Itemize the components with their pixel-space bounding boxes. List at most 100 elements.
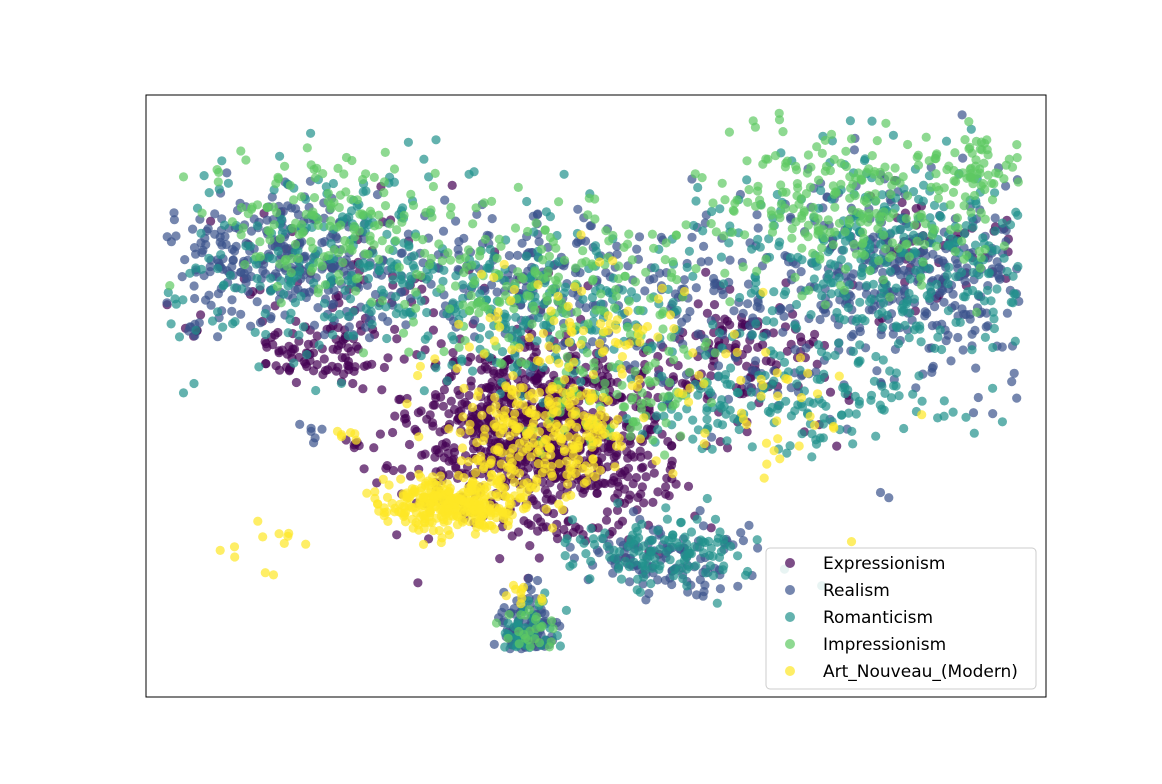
point-art-nouveau-modern <box>516 599 526 609</box>
point-art-nouveau-modern <box>684 397 694 407</box>
point-impressionism <box>313 288 323 298</box>
point-expressionism <box>438 401 448 411</box>
point-romanticism <box>878 355 888 365</box>
point-romanticism <box>319 312 329 322</box>
point-impressionism <box>657 309 668 319</box>
point-art-nouveau-modern <box>769 446 779 456</box>
point-art-nouveau-modern <box>396 474 406 484</box>
point-romanticism <box>990 226 1000 236</box>
point-impressionism <box>829 154 839 164</box>
point-romanticism <box>1006 297 1016 307</box>
point-realism <box>744 520 754 531</box>
point-impressionism <box>987 195 998 205</box>
point-romanticism <box>396 270 406 280</box>
point-romanticism <box>266 273 276 283</box>
point-romanticism <box>655 544 665 554</box>
point-romanticism <box>726 541 736 552</box>
point-romanticism <box>654 564 664 575</box>
point-art-nouveau-modern <box>268 570 279 580</box>
point-romanticism <box>522 251 532 261</box>
point-realism <box>169 208 179 218</box>
point-art-nouveau-modern <box>548 523 558 533</box>
point-impressionism <box>534 638 545 648</box>
point-realism <box>451 216 461 226</box>
point-impressionism <box>510 223 521 233</box>
point-romanticism <box>782 448 792 458</box>
point-romanticism <box>880 388 890 398</box>
point-art-nouveau-modern <box>445 511 455 521</box>
point-impressionism <box>950 148 960 158</box>
point-realism <box>778 327 788 337</box>
point-impressionism <box>430 168 440 178</box>
point-impressionism <box>307 210 317 220</box>
point-romanticism <box>319 298 330 308</box>
point-expressionism <box>400 414 410 424</box>
point-impressionism <box>904 252 914 262</box>
point-art-nouveau-modern <box>578 463 588 474</box>
point-romanticism <box>746 288 756 298</box>
point-impressionism <box>817 148 827 158</box>
point-expressionism <box>601 515 612 525</box>
point-realism <box>715 584 726 594</box>
point-realism <box>487 214 497 224</box>
point-impressionism <box>983 170 993 180</box>
point-impressionism <box>265 235 275 245</box>
point-expressionism <box>413 408 423 418</box>
point-realism <box>517 238 527 248</box>
point-expressionism <box>444 409 454 419</box>
point-expressionism <box>742 344 753 354</box>
point-realism <box>201 295 211 305</box>
point-impressionism <box>306 160 316 170</box>
point-impressionism <box>802 168 813 178</box>
point-art-nouveau-modern <box>487 476 497 486</box>
point-art-nouveau-modern <box>279 538 289 549</box>
point-romanticism <box>237 284 247 294</box>
point-impressionism <box>933 193 944 203</box>
point-impressionism <box>875 176 885 186</box>
point-art-nouveau-modern <box>540 410 550 421</box>
point-romanticism <box>646 579 656 589</box>
point-romanticism <box>935 325 945 335</box>
point-impressionism <box>869 169 879 179</box>
point-realism <box>634 232 645 242</box>
point-romanticism <box>989 314 999 324</box>
point-realism <box>971 363 981 373</box>
point-impressionism <box>374 210 384 220</box>
point-romanticism <box>422 307 432 318</box>
legend-marker-romanticism <box>785 612 795 622</box>
point-art-nouveau-modern <box>758 287 768 297</box>
point-art-nouveau-modern <box>427 517 437 527</box>
point-art-nouveau-modern <box>559 446 570 456</box>
point-romanticism <box>294 266 305 276</box>
point-romanticism <box>515 327 526 337</box>
point-impressionism <box>636 404 647 414</box>
point-impressionism <box>927 223 938 233</box>
point-realism <box>970 325 980 335</box>
point-impressionism <box>350 231 360 242</box>
point-expressionism <box>709 300 720 310</box>
point-realism <box>581 303 591 313</box>
point-romanticism <box>941 136 952 146</box>
point-expressionism <box>617 516 628 526</box>
point-expressionism <box>417 450 427 460</box>
point-art-nouveau-modern <box>551 344 562 354</box>
point-expressionism <box>447 180 457 190</box>
point-realism <box>1007 377 1017 387</box>
point-art-nouveau-modern <box>478 464 488 474</box>
point-romanticism <box>204 188 214 198</box>
point-romanticism <box>685 548 695 558</box>
legend-label-art-nouveau: Art_Nouveau_(Modern) <box>823 662 1018 682</box>
point-romanticism <box>399 238 409 248</box>
point-realism <box>533 209 543 219</box>
point-realism <box>957 110 967 120</box>
point-expressionism <box>513 527 524 537</box>
point-romanticism <box>311 385 321 396</box>
point-art-nouveau-modern <box>404 492 414 502</box>
point-impressionism <box>255 237 265 247</box>
point-impressionism <box>720 195 730 205</box>
point-impressionism <box>475 246 485 256</box>
point-impressionism <box>365 231 375 241</box>
point-art-nouveau-modern <box>362 488 372 498</box>
point-romanticism <box>708 320 718 330</box>
point-romanticism <box>722 436 732 446</box>
